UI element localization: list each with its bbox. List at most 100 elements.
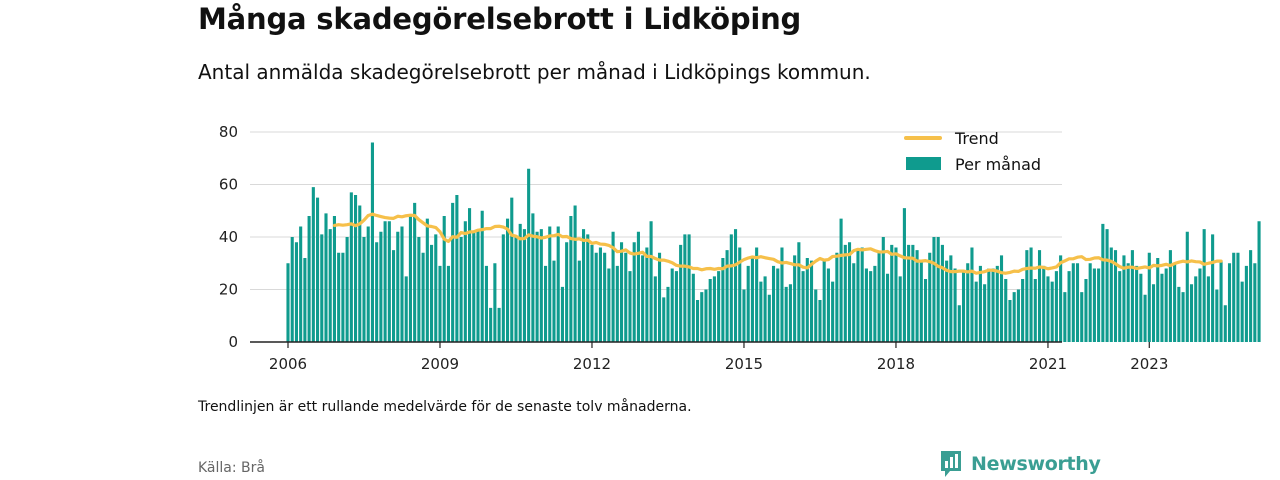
bar xyxy=(527,168,531,342)
bar xyxy=(1084,279,1088,342)
bar xyxy=(484,265,488,343)
bar xyxy=(603,252,607,342)
trend-line xyxy=(332,212,1223,275)
bar xyxy=(949,255,953,343)
bar xyxy=(1109,247,1113,342)
bar xyxy=(712,276,716,343)
bar xyxy=(607,268,611,342)
bar xyxy=(822,260,826,343)
bar xyxy=(738,247,742,342)
bar xyxy=(742,289,746,342)
bar xyxy=(1227,263,1232,342)
bar xyxy=(1037,250,1042,343)
y-tick-label: 40 xyxy=(219,228,238,246)
bar xyxy=(476,229,480,343)
bar xyxy=(873,265,877,343)
bar xyxy=(560,286,564,343)
bar xyxy=(831,281,835,343)
chart-subtitle: Antal anmälda skadegörelsebrott per måna… xyxy=(198,60,871,84)
bar xyxy=(1126,263,1130,342)
bar xyxy=(1042,265,1046,343)
bar xyxy=(1075,263,1080,342)
bar xyxy=(1118,271,1122,343)
bar xyxy=(809,260,814,343)
bar xyxy=(826,268,830,342)
bar xyxy=(1244,265,1248,343)
bar xyxy=(759,281,763,343)
bar xyxy=(337,252,341,342)
bar xyxy=(1008,300,1012,342)
bar xyxy=(679,244,683,343)
bar xyxy=(1173,263,1177,342)
bar xyxy=(552,260,556,343)
bar xyxy=(455,195,459,342)
bar xyxy=(788,284,792,342)
bar xyxy=(649,221,653,342)
bar xyxy=(978,265,982,343)
bar xyxy=(801,271,805,343)
bar xyxy=(1135,265,1139,343)
bar xyxy=(1253,263,1257,342)
bar xyxy=(869,271,873,343)
bar xyxy=(619,242,624,342)
bar xyxy=(1160,273,1164,342)
bar xyxy=(995,265,999,343)
bar xyxy=(1143,294,1147,342)
bar xyxy=(316,197,320,343)
bar xyxy=(1012,292,1016,343)
bar xyxy=(805,258,809,342)
bar xyxy=(628,271,632,343)
bar xyxy=(332,216,336,342)
bar xyxy=(1033,279,1037,342)
x-tick-label: 2006 xyxy=(269,355,307,373)
bar xyxy=(733,229,738,343)
bar xyxy=(286,263,290,342)
bar xyxy=(750,258,754,342)
bar xyxy=(991,268,995,342)
bar xyxy=(729,234,733,343)
bar xyxy=(1071,263,1075,342)
bar xyxy=(945,260,949,343)
bar xyxy=(522,229,526,343)
bar xyxy=(784,286,788,343)
bar xyxy=(320,234,324,343)
bar xyxy=(645,247,649,342)
x-tick-label: 2021 xyxy=(1029,355,1067,373)
bar xyxy=(1211,234,1215,343)
bar xyxy=(704,289,708,342)
bar xyxy=(1067,271,1071,343)
legend-bar-swatch xyxy=(906,157,941,170)
bar xyxy=(565,242,569,342)
bar xyxy=(489,307,493,343)
bar xyxy=(468,208,472,343)
bar xyxy=(594,252,598,342)
bar xyxy=(657,252,662,342)
bar xyxy=(818,300,822,342)
bar xyxy=(366,226,370,342)
bar xyxy=(780,247,784,342)
chart-title: Många skadegörelsebrott i Lidköping xyxy=(198,2,802,36)
bar xyxy=(341,252,345,342)
bar xyxy=(518,223,522,343)
bar xyxy=(413,202,417,343)
y-tick-label: 80 xyxy=(219,123,238,141)
legend: Trend Per månad xyxy=(904,129,1041,174)
bar xyxy=(539,229,543,343)
x-tick-label: 2018 xyxy=(877,355,915,373)
bar xyxy=(1101,223,1105,343)
axis-labels: 0 20 40 60 80 2006 2009 2012 2015 2018 2021 2023 xyxy=(219,123,1168,373)
bar xyxy=(923,279,928,342)
bar xyxy=(1029,247,1033,342)
legend-trend-label: Trend xyxy=(954,129,999,148)
bar xyxy=(632,242,636,342)
bar xyxy=(687,234,691,343)
bar xyxy=(902,208,906,343)
bar xyxy=(577,260,581,343)
bar xyxy=(864,268,868,342)
bar xyxy=(847,242,852,342)
bar xyxy=(1046,276,1050,343)
bar xyxy=(505,218,510,343)
bar xyxy=(1232,252,1236,342)
bar xyxy=(771,265,776,343)
